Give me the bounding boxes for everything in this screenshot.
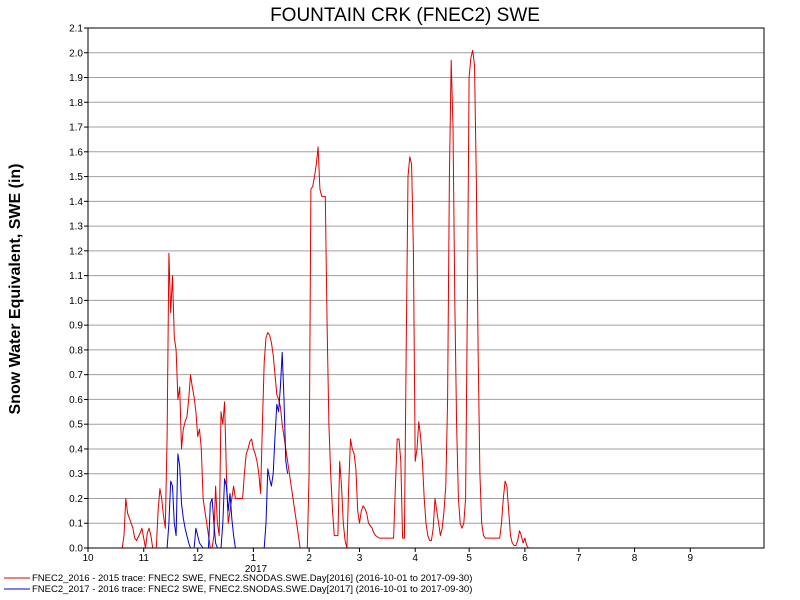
y-tick-label: 0.6 (69, 395, 83, 406)
series-lines (121, 49, 529, 549)
legend: FNEC2_2016 - 2015 trace: FNEC2 SWE, FNEC… (4, 573, 472, 595)
y-tick-label: 0.7 (69, 370, 83, 381)
x-tick-label: 12 (192, 553, 204, 564)
series-line-1 (121, 49, 529, 549)
y-tick-label: 1.6 (69, 147, 83, 158)
y-tick-label: 0.4 (69, 444, 83, 455)
y-tick-label: 0.5 (69, 420, 83, 431)
y-axis-label: Snow Water Equivalent, SWE (in) (7, 164, 24, 415)
axes (87, 27, 765, 549)
y-tick-label: 1.5 (69, 172, 83, 183)
legend-label-2: FNEC2_2017 - 2016 trace: FNEC2 SWE, FNEC… (32, 584, 472, 595)
x-tick-label: 7 (576, 553, 582, 564)
y-tick-label: 1.3 (69, 222, 83, 233)
y-tick-label: 0.2 (69, 494, 83, 505)
x-tick-labels: 10 11 12 1 2 3 4 5 6 7 8 9 (82, 548, 694, 564)
y-tick-label: 1.8 (69, 98, 83, 109)
y-tick-label: 1.9 (69, 73, 83, 84)
y-tick-label: 2.0 (69, 48, 83, 59)
y-tick-label: 1.2 (69, 246, 83, 257)
y-tick-label: 1.1 (69, 271, 83, 282)
y-tick-label: 0.8 (69, 345, 83, 356)
y-tick-label: 0.9 (69, 321, 83, 332)
grid-lines (88, 27, 764, 524)
plot-frame (87, 27, 765, 549)
year-label: 2017 (245, 564, 268, 575)
x-tick-label: 8 (632, 553, 638, 564)
y-tick-labels: 0.0 0.1 0.2 0.3 0.4 0.5 0.6 0.7 0.8 0.9 1.0 1.1 1.2 1… (69, 24, 88, 555)
y-tick-label: 0.3 (69, 469, 83, 480)
x-tick-label: 6 (522, 553, 528, 564)
x-tick-label: 9 (688, 553, 694, 564)
y-tick-label: 1.7 (69, 123, 83, 134)
x-tick-label: 1 (251, 553, 257, 564)
x-tick-label: 4 (412, 553, 418, 564)
y-tick-label: 0.1 (69, 519, 83, 530)
y-tick-label: 1.4 (69, 197, 83, 208)
series-line-2 (166, 351, 289, 549)
x-tick-label: 2 (306, 553, 312, 564)
legend-label-1: FNEC2_2016 - 2015 trace: FNEC2 SWE, FNEC… (32, 573, 472, 584)
chart-title: FOUNTAIN CRK (FNEC2) SWE (270, 5, 540, 26)
x-tick-label: 10 (82, 553, 94, 564)
x-tick-label: 3 (357, 553, 363, 564)
y-tick-label: 2.1 (69, 24, 83, 35)
x-tick-label: 5 (466, 553, 472, 564)
y-tick-label: 0.0 (69, 544, 83, 555)
y-tick-label: 1.0 (69, 296, 83, 307)
x-tick-label: 11 (139, 553, 150, 564)
